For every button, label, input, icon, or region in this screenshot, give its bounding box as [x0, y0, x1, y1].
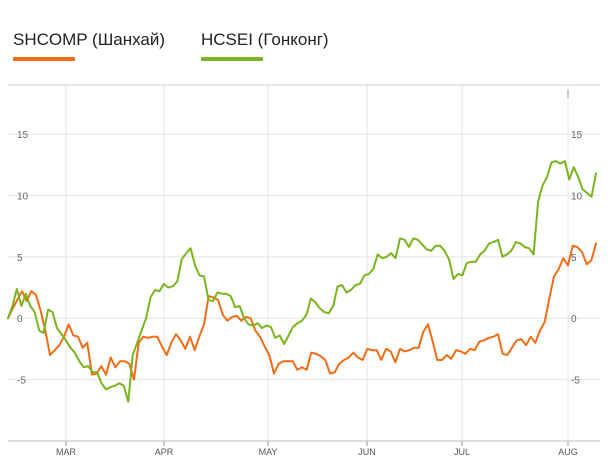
y-tick-label-left: 15	[17, 130, 29, 141]
x-tick-label: APR	[155, 447, 174, 457]
series-layer	[7, 160, 597, 403]
legend-swatch-shcomp	[13, 57, 75, 61]
legend-swatch-hcsei	[201, 57, 263, 61]
y-tick-label-right: -5	[571, 376, 580, 387]
x-tick-label: JUN	[358, 447, 376, 457]
tick-labels: 15 15 10 10 5 5 0 0 -5 -5 MAR APR MAY JUN JUL AUG	[17, 130, 583, 457]
y-tick-label-right: 5	[571, 253, 577, 264]
gridlines	[8, 85, 600, 441]
y-tick-label-left: 5	[17, 253, 23, 264]
chart-legend: SHCOMP (Шанхай) HCSEI (Гонконг)	[0, 0, 616, 70]
y-tick-label-left: 10	[17, 191, 29, 202]
y-tick-label-left: -5	[17, 376, 26, 387]
y-tick-label-right: 0	[571, 314, 577, 325]
legend-item-shcomp: SHCOMP (Шанхай)	[13, 30, 166, 61]
x-tick-label: MAR	[56, 447, 77, 457]
y-tick-label-right: 10	[571, 191, 583, 202]
x-tick-label: AUG	[558, 447, 578, 457]
y-tick-label-right: 15	[571, 130, 583, 141]
legend-label-hcsei: HCSEI (Гонконг)	[201, 30, 329, 49]
x-tick-label: MAY	[259, 447, 278, 457]
series-line-hcsei	[7, 160, 597, 403]
y-tick-label-left: 0	[17, 314, 23, 325]
legend-item-hcsei: HCSEI (Гонконг)	[201, 30, 329, 61]
legend-label-shcomp: SHCOMP (Шанхай)	[13, 30, 166, 49]
axes	[8, 84, 600, 446]
x-tick-label: JUL	[454, 447, 470, 457]
series-line-shcomp	[7, 242, 597, 381]
